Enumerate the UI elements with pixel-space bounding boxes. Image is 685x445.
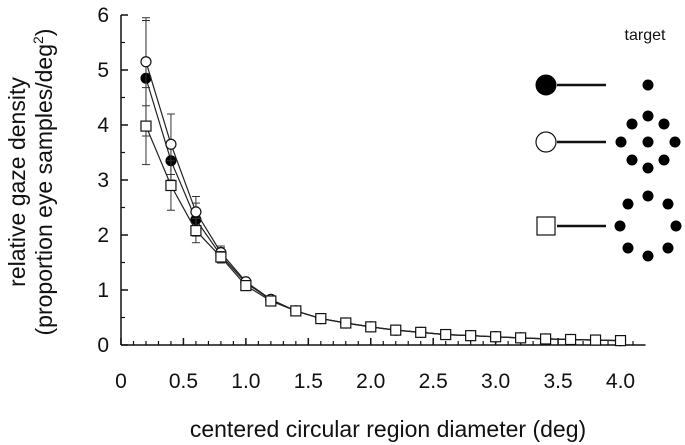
data-point xyxy=(490,331,502,343)
data-point xyxy=(415,326,427,338)
series-line xyxy=(145,78,621,342)
target-dot xyxy=(642,250,654,262)
data-point xyxy=(315,313,327,325)
y-tick-label: 6 xyxy=(97,4,109,27)
y-tick-label: 3 xyxy=(97,169,109,192)
target-dot xyxy=(614,220,626,232)
data-point xyxy=(190,206,202,218)
data-point xyxy=(240,280,252,292)
legend-marker xyxy=(535,131,557,153)
y-tick-label: 2 xyxy=(97,224,109,247)
legend-title: target xyxy=(625,27,666,44)
target-dot xyxy=(642,110,654,122)
series-layer xyxy=(140,17,627,347)
legend-entry-single-dot xyxy=(535,74,606,96)
data-point xyxy=(190,225,202,237)
target-dot xyxy=(670,220,682,232)
x-tick-label: 1.0 xyxy=(231,370,260,393)
target-dot xyxy=(642,190,654,202)
x-tick-label: 4.0 xyxy=(606,370,635,393)
target-dot xyxy=(642,162,654,174)
x-tick-label: 0.5 xyxy=(169,370,198,393)
data-point xyxy=(539,333,552,345)
data-point xyxy=(165,179,177,192)
y-tick-label: 0 xyxy=(97,334,109,357)
single-dot-target-icon xyxy=(642,79,654,91)
data-point xyxy=(265,295,277,307)
target-dot xyxy=(658,118,670,130)
y-axis-title-superscript: 2 xyxy=(30,36,46,44)
target-dot xyxy=(669,136,681,148)
x-axis-title: centered circular region diameter (deg) xyxy=(190,416,586,442)
target-dot xyxy=(658,154,670,166)
data-point xyxy=(165,138,177,150)
y-axis-title-close-paren: ) xyxy=(31,29,57,37)
y-tick-label: 1 xyxy=(97,279,109,302)
x-tick-label: 3.0 xyxy=(481,370,510,393)
data-point xyxy=(140,56,152,68)
data-point xyxy=(440,328,452,341)
axes xyxy=(120,15,646,346)
data-point xyxy=(140,120,152,132)
y-tick-label: 5 xyxy=(97,59,109,82)
target-dot xyxy=(626,118,638,130)
legend-entry-filled-dot-cluster xyxy=(535,131,606,153)
legend-entries xyxy=(535,74,682,262)
data-point xyxy=(515,332,527,344)
target-dot xyxy=(622,242,634,254)
y-axis-title-line2-text: (proportion eye samples/deg xyxy=(31,44,57,336)
series-open-circle xyxy=(140,17,627,347)
y-tick-label: 4 xyxy=(97,114,109,137)
data-point xyxy=(215,251,227,263)
series-open-square xyxy=(140,87,627,347)
x-tick-label: 2.0 xyxy=(356,370,385,393)
y-axis-title-line2: (proportion eye samples/deg2) xyxy=(30,29,57,336)
legend-marker xyxy=(536,216,556,236)
data-point xyxy=(340,317,352,329)
series-line xyxy=(145,61,621,342)
x-tick-label: 1.5 xyxy=(294,370,323,393)
target-dot xyxy=(626,154,638,166)
data-point xyxy=(390,324,402,336)
x-tick-label: 0 xyxy=(115,370,127,393)
legend-entry-ring-of-dots xyxy=(536,216,606,236)
target-dot xyxy=(662,242,674,254)
data-point xyxy=(589,334,602,346)
data-point xyxy=(614,335,627,347)
x-tick-label: 2.5 xyxy=(419,370,448,393)
target-dot xyxy=(615,136,627,148)
x-tick-label: 3.5 xyxy=(543,370,572,393)
y-axis-title: relative gaze density (proportion eye sa… xyxy=(4,29,57,336)
data-point xyxy=(564,333,577,346)
legend: target xyxy=(535,27,682,262)
target-dot xyxy=(662,198,674,210)
target-dot xyxy=(642,136,654,148)
ring-dots-target-icon xyxy=(614,190,682,262)
x-ticks: 0 0.5 1.0 1.5 2.0 2.5 3.0 3.5 4.0 xyxy=(115,338,635,393)
series-filled-circle xyxy=(140,20,627,347)
data-point xyxy=(465,330,477,342)
dot-cluster-target-icon xyxy=(615,110,681,174)
y-axis-title-line1: relative gaze density xyxy=(4,77,30,287)
legend-marker xyxy=(535,74,557,96)
data-point xyxy=(290,305,302,317)
target-dot xyxy=(622,198,634,210)
y-ticks: 0 1 2 3 4 5 6 xyxy=(97,4,128,357)
data-point xyxy=(365,321,377,333)
